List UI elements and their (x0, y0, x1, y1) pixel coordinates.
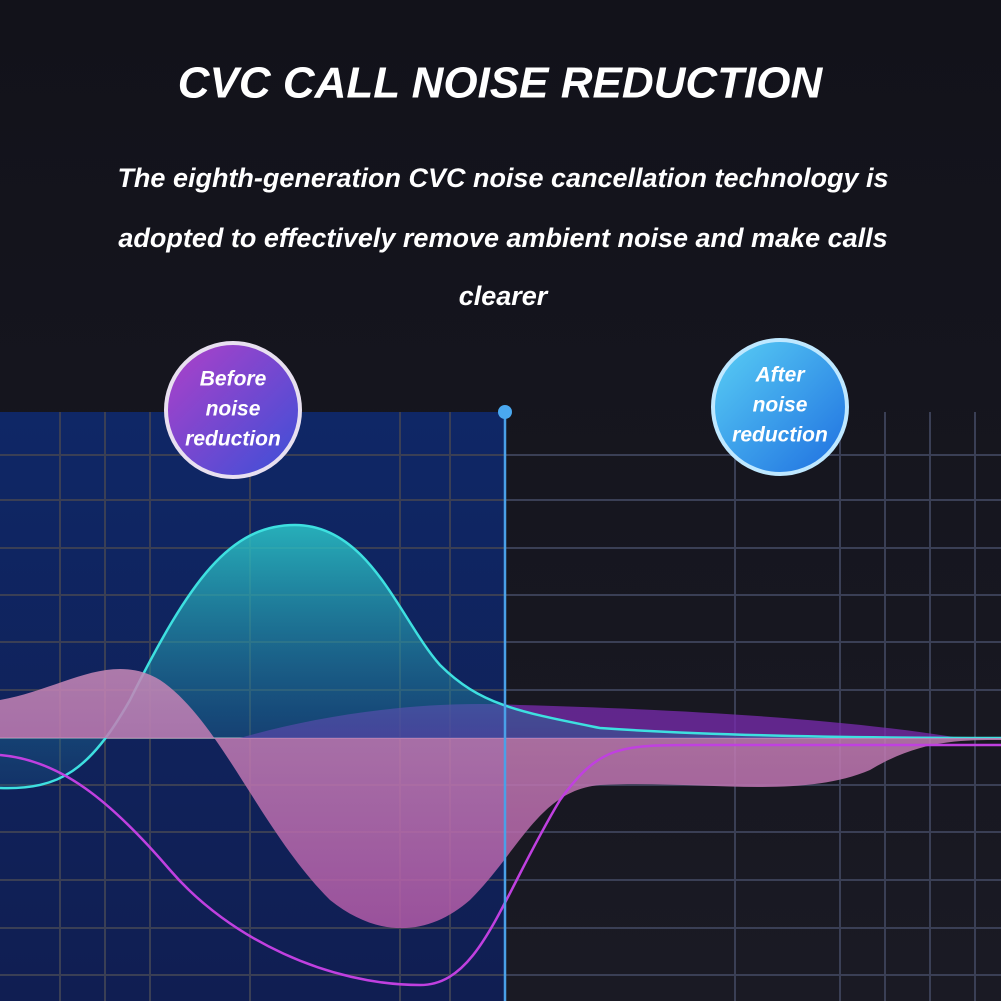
before-badge (164, 341, 302, 479)
badge-text: noise (753, 394, 808, 417)
divider-dot (498, 405, 512, 419)
after-badge (711, 338, 849, 476)
title: CVC CALL NOISE REDUCTION (178, 59, 824, 108)
badge-text: After (754, 364, 806, 387)
pink-wave (0, 669, 1001, 929)
description-line: clearer (459, 281, 549, 311)
badge-text: Before (200, 368, 267, 391)
cyan-wave-fill (0, 525, 1001, 789)
badge-text: reduction (185, 428, 281, 451)
magenta-wave (0, 743, 1001, 987)
badge-text: reduction (732, 424, 828, 447)
description-line: adopted to effectively remove ambient no… (118, 223, 887, 253)
description-line: The eighth-generation CVC noise cancella… (117, 163, 888, 193)
badge-text: noise (206, 398, 261, 421)
